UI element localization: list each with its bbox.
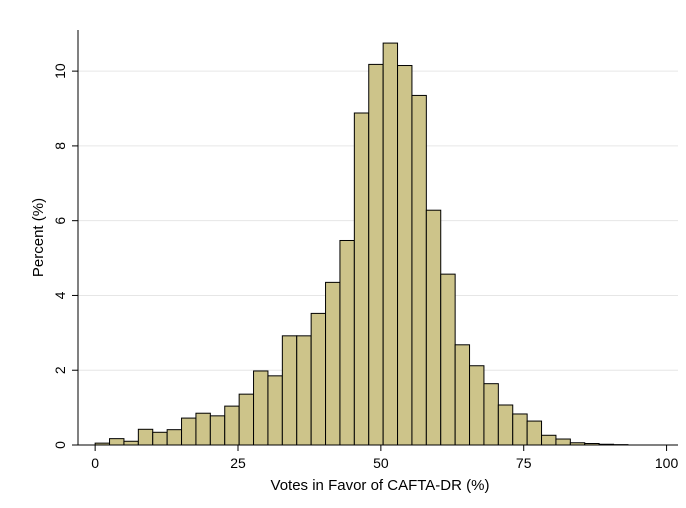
x-axis-title: Votes in Favor of CAFTA-DR (%) — [271, 477, 490, 494]
x-tick-label: 75 — [516, 455, 532, 471]
histogram-bar — [310, 312, 327, 446]
y-axis-title: Percent (%) — [30, 198, 47, 277]
histogram-bar — [195, 412, 211, 446]
histogram-bar — [353, 112, 370, 446]
y-tick-label: 8 — [52, 142, 68, 150]
histogram-bar — [382, 42, 399, 446]
histogram-bar — [109, 438, 125, 446]
histogram-bar — [281, 335, 298, 446]
histogram-bar — [224, 405, 240, 446]
histogram-bar — [267, 375, 283, 446]
y-tick-label: 4 — [52, 291, 68, 299]
histogram-bars — [94, 42, 629, 446]
x-tick-label: 50 — [373, 455, 389, 471]
histogram-bar — [512, 413, 528, 446]
histogram-bar — [325, 281, 341, 446]
histogram-bar — [541, 434, 557, 446]
y-tick-label: 2 — [52, 366, 68, 374]
histogram-bar — [555, 438, 571, 446]
histogram-bar — [397, 65, 413, 446]
histogram-bar — [253, 370, 269, 446]
histogram-bar — [166, 429, 183, 446]
histogram-bar — [440, 273, 456, 446]
histogram-bar — [339, 239, 355, 446]
histogram-bar — [469, 365, 485, 446]
histogram-bar — [526, 420, 543, 446]
histogram-bar — [368, 63, 384, 446]
axes: 0 25 50 75 100 0 2 4 6 8 10 — [52, 30, 678, 471]
x-tick-label: 25 — [230, 455, 246, 471]
histogram-bar — [238, 393, 255, 446]
y-tick-label: 0 — [52, 441, 68, 449]
y-tick-label: 10 — [52, 63, 68, 79]
y-tick-label: 6 — [52, 217, 68, 225]
histogram-bar — [296, 335, 312, 446]
histogram-bar — [454, 344, 471, 446]
histogram-bar — [123, 440, 139, 446]
histogram-bar — [497, 404, 514, 446]
histogram-bar — [152, 431, 168, 446]
histogram-bar — [411, 94, 427, 446]
x-tick-label: 100 — [655, 455, 679, 471]
histogram-bar — [425, 209, 442, 446]
histogram-bar — [181, 417, 197, 446]
histogram-bar — [483, 383, 499, 446]
histogram-bar — [137, 428, 154, 446]
histogram-bar — [209, 415, 226, 446]
x-tick-label: 0 — [91, 455, 99, 471]
